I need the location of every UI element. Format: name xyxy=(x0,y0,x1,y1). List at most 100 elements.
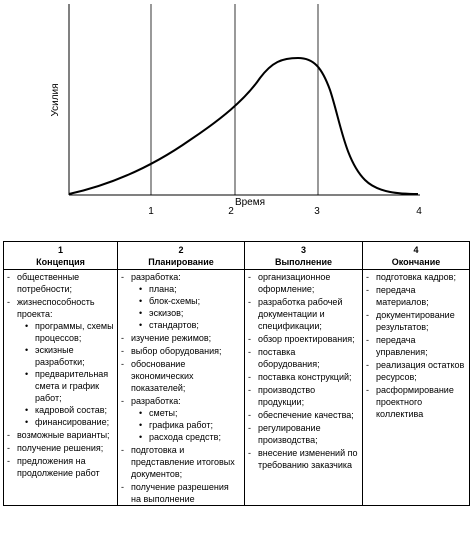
list-item: организационное оформление; xyxy=(248,271,359,295)
item-text: разработка рабочей документации и специф… xyxy=(258,297,343,331)
phase-header: 2 Планирование xyxy=(117,241,245,270)
sub-list-item: сметы; xyxy=(131,407,241,419)
phase-marker-1: 1 xyxy=(148,206,154,217)
phase-cell: общественные потребности; жизнеспособнос… xyxy=(3,269,118,506)
phase-cell: разработка: плана; блок-схемы; эскизов; … xyxy=(117,269,245,506)
effort-time-diagram: Усилия Время 1 2 3 4 xyxy=(50,4,422,217)
effort-curve xyxy=(68,56,419,195)
phase-number: 2 xyxy=(178,245,184,255)
project-phases-table: 1 Концепция 2 Планирование 3 Выполнение … xyxy=(3,241,470,506)
sub-list-item: графика работ; xyxy=(131,419,241,431)
phase-number: 4 xyxy=(413,245,419,255)
list-item: получение решения; xyxy=(7,442,114,454)
sub-list-item: эскизов; xyxy=(131,307,241,319)
phase-header: 4 Окончание xyxy=(362,241,470,270)
item-text: разработка: xyxy=(131,272,181,282)
list-item: возможные варианты; xyxy=(7,429,114,441)
item-text: изучение режимов; xyxy=(131,333,212,343)
list-item: разработка рабочей документации и специф… xyxy=(248,296,359,332)
sub-list: сметы; графика работ; расхода средств; xyxy=(131,407,241,443)
list-item: выбор оборудования; xyxy=(121,345,241,357)
item-text: документирование результатов; xyxy=(376,310,455,332)
list-item: расформирование проектного коллектива xyxy=(366,384,466,420)
list-item: жизнеспособность проекта: программы, схе… xyxy=(7,296,114,428)
list-item: обзор проектирования; xyxy=(248,333,359,345)
list-item: передача управления; xyxy=(366,334,466,358)
list-item: передача материалов; xyxy=(366,284,466,308)
phase-marker-4: 4 xyxy=(416,206,422,217)
sub-list-item: программы, схемы процессов; xyxy=(17,320,114,344)
phase-items: разработка: плана; блок-схемы; эскизов; … xyxy=(121,271,241,505)
list-item: разработка: сметы; графика работ; расход… xyxy=(121,395,241,443)
phase-items: подготовка кадров; передача материалов; … xyxy=(366,271,466,420)
sub-list-item: эскизные разработки; xyxy=(17,344,114,368)
phase-title: Выполнение xyxy=(274,257,333,267)
sub-list-item: стандартов; xyxy=(131,319,241,331)
phase-cell: подготовка кадров; передача материалов; … xyxy=(362,269,470,506)
item-text: расформирование проектного коллектива xyxy=(376,385,454,419)
list-item: изучение режимов; xyxy=(121,332,241,344)
item-text: обеспечение качества; xyxy=(258,410,354,420)
item-text: поставка конструкций; xyxy=(258,372,352,382)
item-text: поставка оборудования; xyxy=(258,347,320,369)
list-item: разработка: плана; блок-схемы; эскизов; … xyxy=(121,271,241,331)
y-axis-label: Усилия xyxy=(50,83,61,116)
item-text: подготовка кадров; xyxy=(376,272,456,282)
list-item: подготовка и представление итоговых доку… xyxy=(121,444,241,480)
sub-list-item: кадровой состав; xyxy=(17,404,114,416)
phase-title: Планирование xyxy=(148,257,214,267)
phase-items: организационное оформление; разработка р… xyxy=(248,271,359,471)
list-item: реализация остатков ресурсов; xyxy=(366,359,466,383)
phase-header: 3 Выполнение xyxy=(244,241,363,270)
item-text: реализация остатков ресурсов; xyxy=(376,360,465,382)
item-text: предложения на продолжение работ xyxy=(17,456,100,478)
list-item: общественные потребности; xyxy=(7,271,114,295)
phase-number: 1 xyxy=(57,245,63,255)
phase-header: 1 Концепция xyxy=(3,241,118,270)
sub-list-item: блок-схемы; xyxy=(131,295,241,307)
list-item: подготовка кадров; xyxy=(366,271,466,283)
item-text: получение решения; xyxy=(17,443,104,453)
phase-number: 3 xyxy=(300,245,306,255)
phase-title: Окончание xyxy=(391,257,441,267)
item-text: разработка: xyxy=(131,396,181,406)
item-text: получение разрешения на выполнение xyxy=(131,482,229,504)
list-item: обоснование экономических показателей; xyxy=(121,358,241,394)
item-text: регулирование производства; xyxy=(258,423,321,445)
item-text: общественные потребности; xyxy=(17,272,80,294)
phase-items: общественные потребности; жизнеспособнос… xyxy=(7,271,114,479)
list-item: обеспечение качества; xyxy=(248,409,359,421)
item-text: выбор оборудования; xyxy=(131,346,222,356)
sub-list-item: финансирование; xyxy=(17,416,114,428)
table-body-row: общественные потребности; жизнеспособнос… xyxy=(3,269,470,506)
item-text: передача управления; xyxy=(376,335,428,357)
phase-cell: организационное оформление; разработка р… xyxy=(244,269,363,506)
list-item: поставка оборудования; xyxy=(248,346,359,370)
item-text: обоснование экономических показателей; xyxy=(131,359,194,393)
sub-list-item: расхода средств; xyxy=(131,431,241,443)
sub-list-item: плана; xyxy=(131,283,241,295)
list-item: внесение изменений по требованию заказчи… xyxy=(248,447,359,471)
x-axis-label: Время xyxy=(235,197,265,208)
list-item: поставка конструкций; xyxy=(248,371,359,383)
phase-title: Концепция xyxy=(36,257,85,267)
list-item: документирование результатов; xyxy=(366,309,466,333)
item-text: возможные варианты; xyxy=(17,430,110,440)
sub-list: плана; блок-схемы; эскизов; стандартов; xyxy=(131,283,241,331)
item-text: подготовка и представление итоговых доку… xyxy=(131,445,235,479)
list-item: предложения на продолжение работ xyxy=(7,455,114,479)
item-text: производство продукции; xyxy=(258,385,316,407)
list-item: получение разрешения на выполнение xyxy=(121,481,241,505)
phase-marker-2: 2 xyxy=(228,206,234,217)
item-text: передача материалов; xyxy=(376,285,429,307)
item-text: внесение изменений по требованию заказчи… xyxy=(258,448,358,470)
sub-list-item: предварительная смета и график работ; xyxy=(17,368,114,404)
list-item: производство продукции; xyxy=(248,384,359,408)
phase-marker-3: 3 xyxy=(314,206,320,217)
item-text: обзор проектирования; xyxy=(258,334,355,344)
item-text: организационное оформление; xyxy=(258,272,331,294)
table-header-row: 1 Концепция 2 Планирование 3 Выполнение … xyxy=(3,241,470,270)
list-item: регулирование производства; xyxy=(248,422,359,446)
sub-list: программы, схемы процессов; эскизные раз… xyxy=(17,320,114,428)
item-text: жизнеспособность проекта: xyxy=(17,297,95,319)
